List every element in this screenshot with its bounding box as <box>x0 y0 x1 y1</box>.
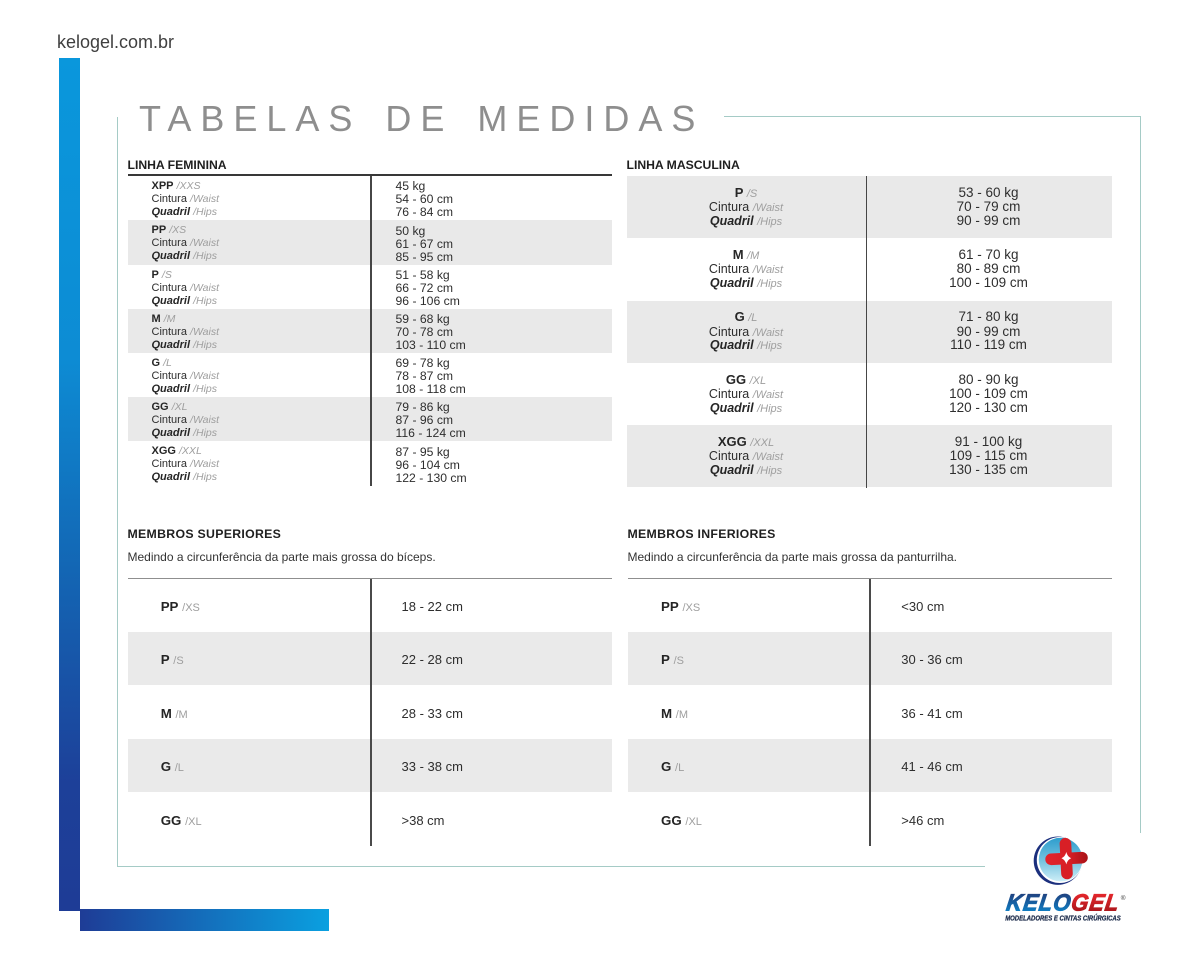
svg-text:KELOGEL: KELOGEL <box>1005 891 1122 917</box>
svg-text:MODELADORES E CINTAS CIRÚRGICA: MODELADORES E CINTAS CIRÚRGICAS <box>1005 914 1121 923</box>
svg-text:®: ® <box>1121 894 1126 902</box>
